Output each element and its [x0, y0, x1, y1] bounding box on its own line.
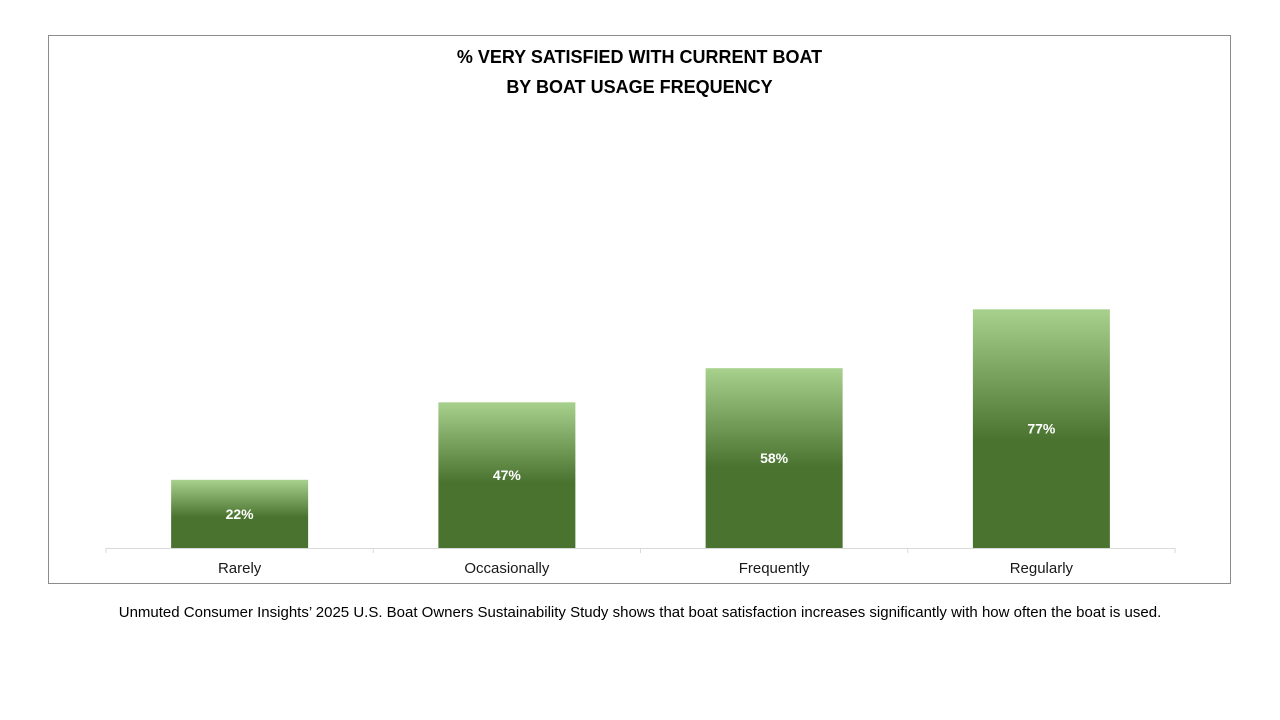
- chart-title-line-1: % VERY SATISFIED WITH CURRENT BOAT: [456, 47, 823, 67]
- x-tick-label: Regularly: [1010, 560, 1074, 577]
- x-tick-label: Occasionally: [464, 560, 550, 577]
- data-label: 77%: [1027, 421, 1056, 437]
- x-tick-label: Rarely: [218, 560, 262, 577]
- data-label: 47%: [493, 467, 522, 483]
- x-tick-label: Frequently: [739, 560, 810, 577]
- data-label: 58%: [760, 450, 789, 466]
- data-label: 22%: [226, 506, 255, 522]
- chart-title-line-2: BY BOAT USAGE FREQUENCY: [506, 77, 773, 97]
- chart-caption: Unmuted Consumer Insights’ 2025 U.S. Boa…: [118, 604, 1162, 621]
- bar-frequently: [705, 368, 843, 548]
- bar-regularly: [972, 309, 1110, 548]
- chart-title: % VERY SATISFIED WITH CURRENT BOAT BY BO…: [49, 42, 1230, 102]
- bar-occasionally: [438, 402, 576, 548]
- bar-rarely: [171, 479, 309, 548]
- bar-plot: 22% Rarely 47% Occasionally 58% Frequently 77%…: [105, 309, 1176, 577]
- chart-frame: % VERY SATISFIED WITH CURRENT BOAT BY BO…: [48, 35, 1231, 584]
